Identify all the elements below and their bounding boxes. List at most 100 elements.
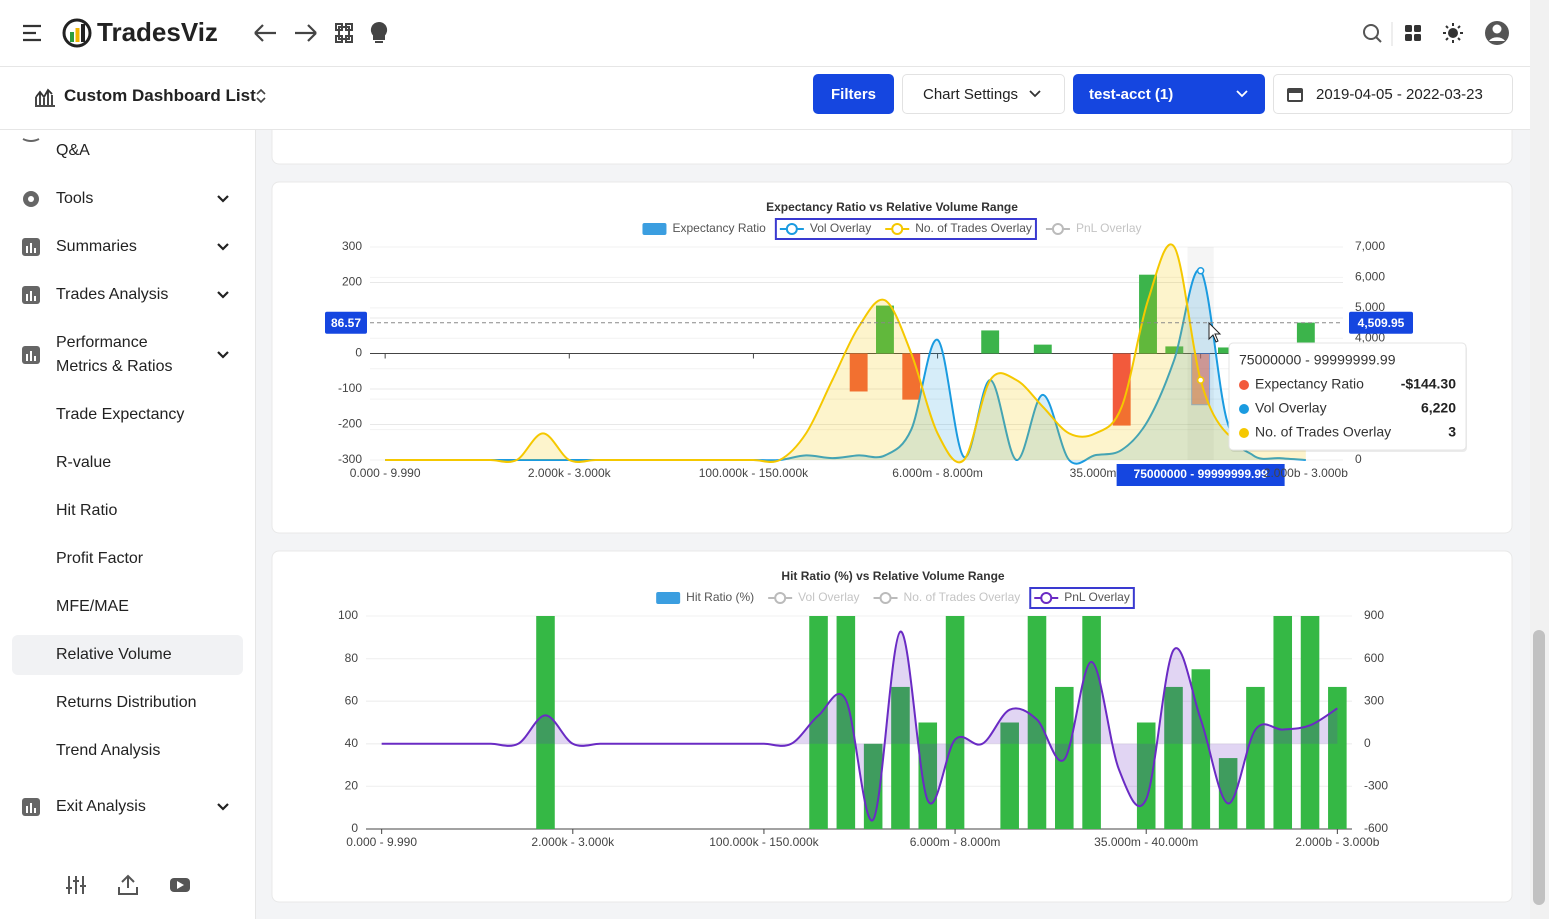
tooltip-name: Expectancy Ratio — [1255, 376, 1364, 392]
charts-area: Expectancy Ratio vs Relative Volume Rang… — [271, 130, 1513, 903]
sidebar-item[interactable]: Summaries — [56, 238, 137, 255]
sidebar-item[interactable]: Exit Analysis — [56, 798, 146, 815]
x-tick-label: 2.000k - 3.000k — [531, 835, 615, 849]
bar — [809, 616, 828, 829]
account-label: test-acct (1) — [1089, 85, 1174, 103]
y-tick-label: 300 — [342, 239, 362, 253]
sidebar-item[interactable]: Hit Ratio — [56, 502, 118, 519]
tooltip-dot — [1239, 380, 1249, 390]
x-tick-label: 0.000 - 9.990 — [350, 466, 421, 480]
back-icon[interactable] — [254, 24, 276, 42]
menu-icon[interactable] — [22, 24, 42, 42]
account-icon[interactable] — [1485, 21, 1509, 45]
legend-item[interactable]: No. of Trades Overlay — [873, 590, 1021, 604]
sidebar-item[interactable]: Profit Factor — [56, 550, 144, 567]
bar — [836, 616, 856, 829]
command-icon[interactable] — [335, 23, 353, 43]
dashboard-selector[interactable]: Custom Dashboard List — [64, 86, 256, 105]
chevron[interactable] — [216, 350, 230, 360]
sort-icon — [256, 88, 266, 104]
y-tick-label: 0 — [355, 346, 362, 360]
x-tick-label: 2.000k - 3.000k — [528, 466, 612, 480]
chevron[interactable] — [216, 242, 230, 252]
apps-icon[interactable] — [1405, 25, 1421, 41]
y2-tick-label: 0 — [1355, 452, 1362, 466]
legend-item[interactable]: No. of Trades Overlay — [885, 221, 1032, 235]
legend-item[interactable]: PnL Overlay — [1045, 221, 1142, 235]
sidebar-item[interactable]: Trade Expectancy — [56, 406, 185, 423]
legend-item[interactable]: Hit Ratio (%) — [656, 590, 754, 604]
chevron — [1236, 90, 1248, 98]
sidebar-item[interactable]: MFE/MAE — [56, 598, 129, 615]
sidebar-item[interactable]: R-value — [56, 454, 112, 471]
legend-label: No. of Trades Overlay — [915, 221, 1032, 235]
tooltip-dot — [1239, 404, 1249, 414]
tooltip-value: -$144.30 — [1401, 376, 1456, 392]
filters-button[interactable]: Filters — [813, 74, 894, 114]
sidebar-item[interactable]: Q&A — [56, 142, 90, 159]
sidebar-item[interactable]: Tools — [56, 190, 94, 207]
legend-item[interactable]: Vol Overlay — [768, 590, 860, 604]
chart-settings-button[interactable]: Chart Settings — [902, 74, 1065, 114]
right-icons — [1363, 21, 1509, 46]
x-tick-label: 100.000k - 150.000k — [699, 466, 809, 480]
cursor — [1208, 321, 1222, 343]
tooltip-title: 75000000 - 99999999.99 — [1239, 352, 1396, 368]
line — [385, 243, 1306, 464]
y-tick-label: 80 — [345, 651, 359, 665]
calendar-icon — [1287, 88, 1303, 102]
tooltip-value: 3 — [1448, 424, 1456, 440]
y2-tick-label: -300 — [1364, 779, 1388, 793]
scrollbar-thumb[interactable] — [1533, 630, 1545, 905]
legend-item[interactable]: Vol Overlay — [779, 221, 871, 235]
chevron — [1029, 90, 1041, 98]
idea-icon[interactable] — [370, 21, 388, 43]
legend-item[interactable]: Expectancy Ratio — [642, 221, 766, 235]
legend-label: Vol Overlay — [810, 221, 871, 235]
sidebar-item[interactable]: Relative Volume — [56, 646, 172, 663]
sidebar-item[interactable]: Performance Metrics & Ratios — [56, 334, 173, 375]
chevron[interactable] — [216, 194, 230, 204]
upload-icon[interactable] — [118, 874, 138, 895]
theme-icon[interactable] — [1443, 23, 1463, 43]
x-tick-label: 6.000m - 8.000m — [892, 466, 983, 480]
y-tick-label: 100 — [338, 608, 358, 622]
chevron[interactable] — [216, 290, 230, 300]
settings-icon[interactable] — [66, 876, 86, 894]
bar — [1165, 346, 1184, 354]
legend-dot — [879, 592, 892, 604]
y2-tick-label: -600 — [1364, 821, 1388, 835]
bar — [876, 305, 894, 354]
legend-label: Hit Ratio (%) — [686, 590, 754, 604]
tooltip-name: No. of Trades Overlay — [1255, 424, 1391, 440]
y2-tick-label: 6,000 — [1355, 270, 1385, 284]
bar — [945, 616, 965, 829]
bar — [1027, 616, 1047, 829]
y-tick-label: 60 — [345, 693, 359, 707]
logo — [62, 18, 92, 48]
sidebar-item[interactable]: Trend Analysis — [56, 742, 161, 759]
forward-icon[interactable] — [295, 24, 317, 42]
y-tick-label: -300 — [338, 452, 362, 466]
bar — [863, 743, 883, 829]
date-range[interactable]: 2019-04-05 - 2022-03-23 — [1273, 74, 1513, 114]
sidebar-item[interactable]: Trades Analysis — [56, 286, 169, 303]
tooltip-value: 6,220 — [1421, 400, 1456, 416]
legend-dot — [1040, 592, 1053, 604]
y2-tick-label: 4,000 — [1355, 330, 1385, 344]
hover-point — [1196, 266, 1205, 275]
sidebar-item[interactable]: Returns Distribution — [56, 694, 197, 711]
crosshair-label-bg — [1349, 311, 1413, 334]
account-select[interactable]: test-acct (1) — [1073, 74, 1265, 114]
search-icon[interactable] — [1363, 24, 1379, 40]
legend-item[interactable]: PnL Overlay — [1034, 590, 1130, 604]
sidebar-icon — [22, 286, 40, 304]
sidebar-icon — [22, 238, 40, 256]
area — [385, 269, 1306, 464]
bar — [1300, 616, 1320, 829]
chevron[interactable] — [216, 802, 230, 812]
y-tick-label: -200 — [338, 417, 362, 431]
sidebar-icon — [23, 191, 39, 207]
legend-dot — [785, 223, 798, 235]
